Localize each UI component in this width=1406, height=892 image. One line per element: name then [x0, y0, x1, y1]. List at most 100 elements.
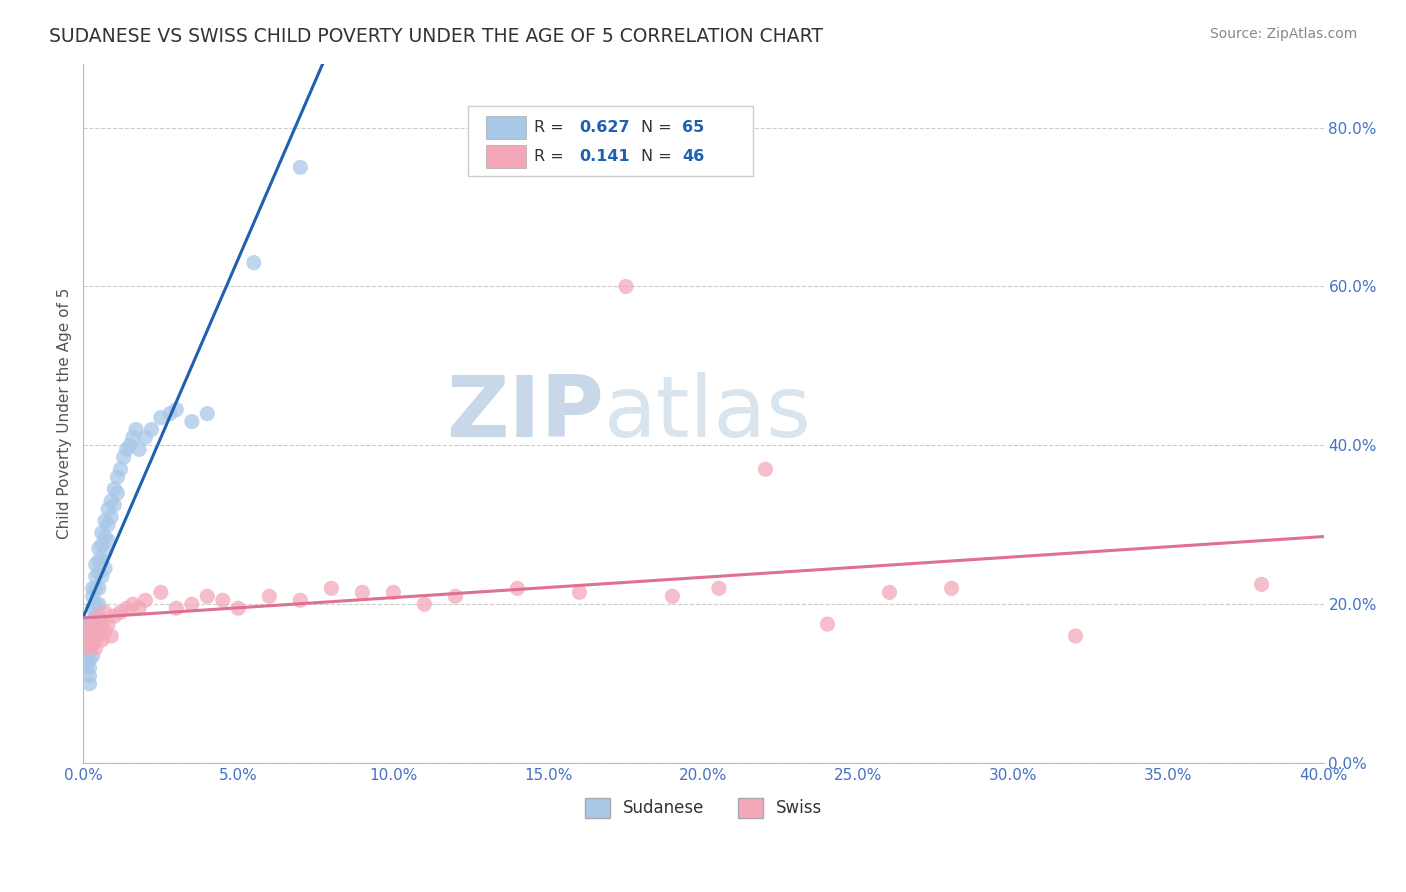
Point: [290, 161, 312, 175]
Point: [115, 601, 138, 615]
Point: [180, 415, 202, 429]
Point: [75, 640, 97, 655]
Point: [84, 569, 107, 583]
Point: [413, 597, 436, 611]
Point: [82, 637, 104, 651]
Point: [79, 625, 101, 640]
Point: [103, 609, 125, 624]
Point: [817, 617, 839, 632]
Point: [352, 585, 374, 599]
FancyBboxPatch shape: [486, 116, 526, 139]
Point: [382, 585, 405, 599]
Point: [94, 561, 117, 575]
Point: [79, 632, 101, 647]
Point: [100, 629, 122, 643]
Point: [82, 590, 104, 604]
Point: [79, 640, 101, 655]
Point: [90, 569, 112, 583]
Point: [90, 538, 112, 552]
Point: [103, 498, 125, 512]
Point: [79, 617, 101, 632]
Text: 65: 65: [682, 120, 704, 135]
Point: [87, 597, 110, 611]
Point: [661, 590, 683, 604]
FancyBboxPatch shape: [468, 106, 754, 176]
Point: [87, 566, 110, 580]
Point: [94, 514, 117, 528]
Legend: Sudanese, Swiss: Sudanese, Swiss: [578, 791, 830, 825]
Point: [290, 593, 312, 607]
Point: [165, 601, 187, 615]
Point: [100, 509, 122, 524]
Point: [82, 613, 104, 627]
Point: [90, 632, 112, 647]
Point: [79, 632, 101, 647]
Point: [444, 590, 467, 604]
Point: [614, 279, 637, 293]
Point: [75, 629, 97, 643]
Point: [568, 585, 591, 599]
Point: [125, 422, 148, 436]
Point: [941, 582, 963, 596]
Point: [180, 597, 202, 611]
Point: [211, 593, 233, 607]
Point: [82, 621, 104, 635]
Point: [105, 486, 128, 500]
Point: [84, 609, 107, 624]
Point: [79, 669, 101, 683]
Point: [97, 502, 120, 516]
Point: [879, 585, 901, 599]
Point: [149, 585, 172, 599]
Point: [259, 590, 281, 604]
Point: [75, 617, 97, 632]
Point: [82, 625, 104, 640]
Point: [90, 617, 112, 632]
Point: [82, 637, 104, 651]
Point: [94, 530, 117, 544]
Point: [94, 546, 117, 560]
Point: [94, 625, 117, 640]
Point: [82, 601, 104, 615]
Point: [84, 625, 107, 640]
Text: 0.141: 0.141: [579, 149, 630, 164]
Point: [103, 482, 125, 496]
Point: [84, 558, 107, 572]
Point: [90, 553, 112, 567]
Point: [149, 410, 172, 425]
Point: [115, 442, 138, 457]
Point: [195, 590, 218, 604]
Point: [84, 625, 107, 640]
Point: [84, 582, 107, 596]
Point: [87, 541, 110, 556]
Point: [118, 438, 141, 452]
Text: 0.627: 0.627: [579, 120, 630, 135]
Point: [100, 494, 122, 508]
Point: [754, 462, 776, 476]
Point: [141, 422, 163, 436]
Point: [122, 430, 145, 444]
Point: [94, 605, 117, 619]
Point: [82, 582, 104, 596]
Point: [75, 640, 97, 655]
Point: [87, 553, 110, 567]
Point: [79, 653, 101, 667]
Text: atlas: atlas: [605, 372, 813, 455]
Point: [195, 407, 218, 421]
Text: N =: N =: [641, 120, 678, 135]
Point: [87, 613, 110, 627]
Point: [128, 601, 150, 615]
Point: [1250, 577, 1272, 591]
Point: [82, 648, 104, 663]
Point: [90, 525, 112, 540]
Point: [228, 601, 250, 615]
Point: [110, 462, 132, 476]
Point: [110, 605, 132, 619]
Point: [243, 255, 266, 269]
Point: [321, 582, 343, 596]
Text: SUDANESE VS SWISS CHILD POVERTY UNDER THE AGE OF 5 CORRELATION CHART: SUDANESE VS SWISS CHILD POVERTY UNDER TH…: [49, 27, 823, 45]
Text: ZIP: ZIP: [447, 372, 605, 455]
Point: [97, 517, 120, 532]
Point: [84, 640, 107, 655]
Point: [1064, 629, 1087, 643]
Point: [707, 582, 730, 596]
